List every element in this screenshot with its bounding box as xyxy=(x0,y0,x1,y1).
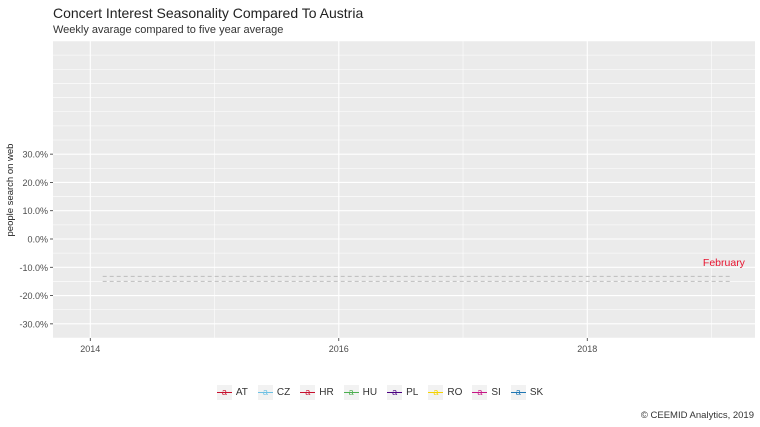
legend-key-glyph: a xyxy=(348,387,354,397)
legend-entry: a RO xyxy=(428,385,462,400)
legend-key-line xyxy=(387,392,403,393)
legend-entry: a AT xyxy=(216,385,248,400)
legend-key: a xyxy=(510,385,526,400)
legend-label: HU xyxy=(362,387,378,398)
legend-key-line xyxy=(428,392,444,393)
legend-key: a xyxy=(257,385,273,400)
y-tick-label: 10.0% xyxy=(22,206,48,216)
y-tick-label: 30.0% xyxy=(22,150,48,160)
legend-entry: a PL xyxy=(387,385,418,400)
y-tick-label: 0.0% xyxy=(27,235,48,245)
legend-key-glyph: a xyxy=(477,387,483,397)
legend-key: a xyxy=(343,385,359,400)
legend-key: a xyxy=(472,385,488,400)
legend-entry: a HR xyxy=(300,385,334,400)
y-tick-label: -20.0% xyxy=(19,291,48,301)
legend-key-glyph: a xyxy=(392,387,398,397)
legend-label: CZ xyxy=(276,387,291,398)
legend-key: a xyxy=(216,385,232,400)
y-tick-label: 20.0% xyxy=(22,178,48,188)
legend-key: a xyxy=(300,385,316,400)
legend-entry: a SK xyxy=(510,385,544,400)
legend-entry: a SI xyxy=(472,385,501,400)
y-axis-title: people search on web xyxy=(5,144,16,237)
x-tick-label: 2014 xyxy=(80,344,100,354)
legend-label: HR xyxy=(319,387,334,398)
x-tick-label: 2018 xyxy=(577,344,597,354)
y-tick-label: -30.0% xyxy=(19,319,48,329)
legend-key: a xyxy=(387,385,403,400)
legend-entry: a CZ xyxy=(257,385,291,400)
legend-key: a xyxy=(428,385,444,400)
legend-key-glyph: a xyxy=(305,387,311,397)
legend-key-line xyxy=(343,392,359,393)
legend-key-glyph: a xyxy=(433,387,439,397)
chart-subtitle: Weekly avarage compared to five year ave… xyxy=(53,24,284,36)
chart-title: Concert Interest Seasonality Compared To… xyxy=(53,5,364,21)
legend-key-line xyxy=(257,392,273,393)
annotation-label: February xyxy=(703,257,746,269)
legend-label: SI xyxy=(491,387,501,398)
legend-key-line xyxy=(300,392,316,393)
legend-key-line xyxy=(216,392,232,393)
y-tick-label: -10.0% xyxy=(19,263,48,273)
legend-label: SK xyxy=(529,387,544,398)
caption: © CEEMID Analytics, 2019 xyxy=(640,410,754,421)
legend-key-glyph: a xyxy=(262,387,268,397)
legend-key-glyph: a xyxy=(515,387,521,397)
plot-panel xyxy=(53,41,755,338)
legend-key-line xyxy=(510,392,526,393)
legend-entry: a HU xyxy=(343,385,378,400)
legend-label: PL xyxy=(406,387,419,398)
legend: a AT a CZ a HR a HU a PL a RO a SI a SK xyxy=(0,385,760,400)
legend-key-line xyxy=(472,392,488,393)
legend-key-glyph: a xyxy=(221,387,227,397)
legend-label: AT xyxy=(235,387,248,398)
x-tick-label: 2016 xyxy=(329,344,349,354)
legend-label: RO xyxy=(447,387,463,398)
